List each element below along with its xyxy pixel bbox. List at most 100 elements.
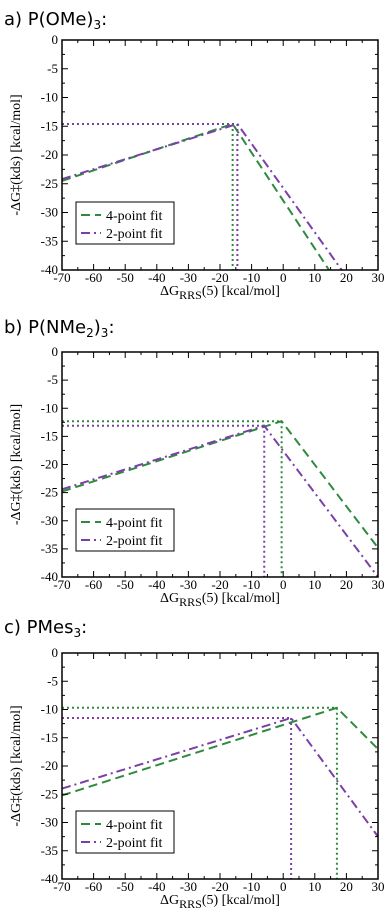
x-tick-label: -20	[211, 270, 228, 285]
x-tick-label: -60	[85, 577, 102, 592]
x-axis-label-part: RRS	[179, 288, 202, 302]
y-tick-label: -25	[41, 786, 58, 801]
panel-title-part: :	[81, 617, 87, 638]
panel-title: c) PMes3:	[4, 617, 87, 640]
y-tick-label: -10	[41, 400, 58, 415]
y-tick-label: -5	[47, 673, 58, 688]
legend-label-2: 2-point fit	[106, 836, 162, 851]
legend-box	[75, 201, 175, 245]
x-tick-label: -50	[117, 270, 134, 285]
x-tick-label: -70	[53, 270, 70, 285]
y-tick-label: -5	[47, 61, 58, 76]
y-axis-label: -ΔG‡(kds) [kcal/mol]	[9, 94, 24, 215]
legend-label-1: 4-point fit	[106, 209, 162, 224]
panel-title-part: )	[94, 317, 101, 338]
y-tick-label: -30	[41, 513, 58, 528]
y-axis-label: -ΔG‡(kds) [kcal/mol]	[9, 705, 24, 826]
x-tick-label: 20	[340, 879, 353, 894]
panel-title-part: 3	[93, 18, 101, 32]
x-axis-label-part: ΔG	[160, 893, 179, 908]
y-tick-label: -30	[41, 815, 58, 830]
x-tick-label: 20	[340, 270, 353, 285]
panel-title-part: a) P(OMe)	[4, 9, 93, 30]
x-tick-label: -50	[117, 879, 134, 894]
series-line-2	[61, 716, 379, 838]
x-tick-label: 30	[372, 270, 385, 285]
panel-title-part: 3	[101, 326, 109, 340]
x-tick-label: -10	[243, 577, 260, 592]
y-tick-label: -35	[41, 233, 58, 248]
y-tick-label: -20	[41, 457, 58, 472]
panel-title-part: 3	[73, 626, 81, 640]
x-axis-label-part: (5) [kcal/mol]	[202, 591, 280, 606]
chart-panel-2: b) P(NMe2)3:-70 -60 -50 -40 -30 -20 -10 0 10 20 30…	[4, 317, 385, 609]
y-tick-label: -20	[41, 147, 58, 162]
y-tick-label: -10	[41, 90, 58, 105]
panel-title-part: b) P(NMe	[4, 317, 86, 338]
x-tick-label: -60	[85, 270, 102, 285]
x-tick-label: -20	[211, 577, 228, 592]
legend-box	[75, 810, 175, 854]
x-tick-label: -70	[53, 577, 70, 592]
panel-title: b) P(NMe2)3:	[4, 317, 115, 340]
y-tick-label: -5	[47, 372, 58, 387]
y-tick-label: -20	[41, 758, 58, 773]
y-tick-label: -40	[41, 871, 58, 886]
y-tick-label: 0	[52, 344, 59, 359]
x-axis-label-part: RRS	[179, 897, 202, 909]
x-tick-label: -40	[148, 270, 165, 285]
y-tick-label: -40	[41, 262, 58, 277]
x-tick-label: -20	[211, 879, 228, 894]
x-tick-label: 20	[340, 577, 353, 592]
x-tick-label: -50	[117, 577, 134, 592]
panel-title-part: 2	[86, 326, 94, 340]
x-tick-label: -10	[243, 270, 260, 285]
y-tick-label: -15	[41, 730, 58, 745]
x-axis-label-part: (5) [kcal/mol]	[202, 284, 280, 299]
y-tick-label: 0	[52, 32, 59, 47]
x-axis-label-part: RRS	[179, 595, 202, 609]
x-tick-label: 10	[308, 879, 321, 894]
x-tick-label: 0	[280, 879, 287, 894]
x-axis-label: ΔGRRS(5) [kcal/mol]	[160, 893, 280, 909]
x-axis-label: ΔGRRS(5) [kcal/mol]	[160, 284, 280, 302]
y-tick-label: -35	[41, 541, 58, 556]
x-tick-label: -30	[180, 577, 197, 592]
x-tick-label: -40	[148, 879, 165, 894]
x-tick-label: 0	[280, 270, 287, 285]
panel-title-part: c) PMes	[4, 617, 73, 638]
series-line-2	[61, 122, 343, 271]
panel-title-part: :	[108, 317, 114, 338]
y-tick-label: -25	[41, 176, 58, 191]
legend-label-2: 2-point fit	[106, 534, 162, 549]
x-tick-label: -30	[180, 879, 197, 894]
y-tick-label: -10	[41, 702, 58, 717]
x-axis-label: ΔGRRS(5) [kcal/mol]	[160, 591, 280, 609]
x-tick-label: 30	[372, 577, 385, 592]
series-line-1	[61, 706, 379, 797]
y-tick-label: -40	[41, 569, 58, 584]
legend-label-1: 4-point fit	[106, 516, 162, 531]
legend-label-1: 4-point fit	[106, 818, 162, 833]
series-line-2	[61, 424, 379, 578]
x-axis-label-part: ΔG	[160, 284, 179, 299]
x-tick-label: -70	[53, 879, 70, 894]
chart-panel-3: c) PMes3: -70 -60 -50 -40 -30 -20 -10 0 10 20 30 0 -5…	[4, 617, 385, 909]
x-tick-label: 0	[280, 577, 287, 592]
y-tick-label: -15	[41, 428, 58, 443]
x-tick-label: 30	[372, 879, 385, 894]
x-tick-label: -40	[148, 577, 165, 592]
x-tick-label: -30	[180, 270, 197, 285]
y-tick-label: -30	[41, 205, 58, 220]
x-tick-label: -10	[243, 879, 260, 894]
legend-box	[75, 508, 175, 552]
panel-title-part: :	[101, 9, 107, 30]
panel-title: a) P(OMe)3:	[4, 9, 107, 32]
x-tick-label: 10	[308, 577, 321, 592]
x-axis-label-part: ΔG	[160, 591, 179, 606]
y-axis-label: -ΔG‡(kds) [kcal/mol]	[9, 404, 24, 525]
legend-label-2: 2-point fit	[106, 227, 162, 242]
y-tick-label: -15	[41, 118, 58, 133]
chart-panel-1: a) P(OMe)3: -70 -60 -50 -40 -30 -20 -10 0 10 20 30 0…	[4, 9, 385, 302]
